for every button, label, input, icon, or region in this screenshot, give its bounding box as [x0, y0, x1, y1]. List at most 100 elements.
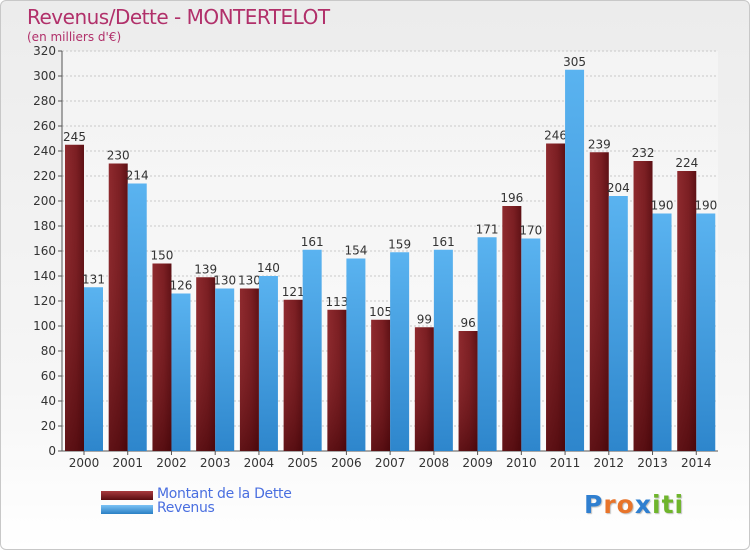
legend-label-revenus: Revenus: [157, 500, 215, 516]
logo-letter: o: [616, 490, 635, 519]
data-label-dette: 245: [63, 130, 86, 144]
bar-dette-shade: [65, 144, 84, 451]
x-tick-label: 2004: [244, 456, 275, 470]
y-tick-label: 60: [41, 369, 56, 383]
x-tick-label: 2005: [287, 456, 318, 470]
bar-dette-shade: [677, 171, 697, 451]
y-tick-label: 300: [33, 69, 56, 83]
bar-revenus: [608, 196, 628, 451]
logo-letter: i: [652, 490, 662, 519]
data-label-revenus: 170: [519, 224, 542, 238]
data-label-revenus: 161: [301, 235, 324, 249]
data-label-dette: 113: [325, 295, 348, 309]
data-label-revenus: 171: [476, 222, 499, 236]
data-label-revenus: 154: [344, 244, 367, 258]
data-label-revenus: 130: [213, 274, 236, 288]
data-label-revenus: 190: [694, 199, 717, 213]
y-tick-label: 220: [33, 169, 56, 183]
chart-subtitle: (en milliers d'€): [27, 30, 122, 44]
legend-swatch-dette: [101, 491, 153, 500]
bar-revenus: [521, 238, 541, 451]
bar-revenus: [390, 252, 410, 451]
data-label-dette: 99: [417, 312, 432, 326]
data-label-revenus: 214: [126, 169, 149, 183]
data-label-revenus: 204: [607, 181, 630, 195]
x-tick-label: 2010: [506, 456, 537, 470]
y-tick-label: 320: [33, 44, 56, 58]
bar-dette-shade: [633, 161, 653, 451]
logo-letter: r: [603, 490, 617, 519]
x-tick-label: 2007: [375, 456, 406, 470]
y-tick-label: 100: [33, 319, 56, 333]
bar-dette-shade: [458, 331, 478, 451]
bar-dette-shade: [546, 143, 566, 451]
x-tick-label: 2008: [419, 456, 450, 470]
bar-revenus: [302, 249, 322, 451]
logo-letter: x: [634, 490, 652, 519]
y-tick-label: 240: [33, 144, 56, 158]
x-tick-label: 2002: [156, 456, 187, 470]
data-label-dette: 96: [460, 316, 475, 330]
bar-dette-shade: [239, 288, 259, 451]
bar-dette-shade: [502, 206, 522, 451]
logo-letter: t: [661, 490, 675, 519]
legend-swatch-revenus: [101, 505, 153, 514]
y-tick-label: 40: [41, 394, 56, 408]
data-label-dette: 196: [500, 191, 523, 205]
data-label-dette: 130: [238, 274, 261, 288]
logo-letter: i: [674, 490, 685, 519]
bar-revenus: [652, 213, 672, 451]
bar-dette-shade: [152, 263, 172, 451]
x-tick-label: 2011: [550, 456, 581, 470]
data-label-dette: 150: [151, 249, 174, 263]
x-tick-label: 2014: [681, 456, 712, 470]
x-tick-label: 2012: [594, 456, 625, 470]
data-label-revenus: 126: [170, 279, 193, 293]
data-label-revenus: 190: [651, 199, 674, 213]
data-label-dette: 224: [675, 156, 698, 170]
y-tick-label: 0: [48, 444, 56, 458]
bar-revenus: [696, 213, 716, 451]
proxiti-logo: Proxiti: [584, 490, 684, 519]
x-tick-label: 2003: [200, 456, 231, 470]
logo-letter: P: [584, 490, 604, 519]
bar-revenus: [477, 237, 497, 451]
bar-revenus: [565, 69, 585, 451]
data-label-revenus: 305: [563, 55, 586, 69]
data-label-revenus: 161: [432, 235, 455, 249]
x-tick-label: 2006: [331, 456, 362, 470]
data-label-dette: 230: [107, 149, 130, 163]
y-tick-label: 200: [33, 194, 56, 208]
bar-revenus: [215, 288, 235, 451]
y-tick-label: 120: [33, 294, 56, 308]
data-label-dette: 239: [588, 137, 611, 151]
data-label-dette: 232: [632, 146, 655, 160]
bar-revenus: [171, 293, 191, 451]
y-tick-label: 140: [33, 269, 56, 283]
bar-revenus: [127, 183, 147, 451]
y-tick-label: 20: [41, 419, 56, 433]
x-tick-label: 2000: [69, 456, 100, 470]
data-label-revenus: 159: [388, 237, 411, 251]
data-label-dette: 105: [369, 305, 392, 319]
y-tick-label: 260: [33, 119, 56, 133]
y-tick-label: 280: [33, 94, 56, 108]
bar-dette-shade: [108, 163, 128, 451]
bar-dette-shade: [327, 309, 347, 451]
data-label-revenus: 140: [257, 261, 280, 275]
bar-revenus: [346, 258, 366, 451]
data-label-dette: 246: [544, 129, 567, 143]
bar-dette-shade: [371, 319, 391, 451]
y-tick-label: 80: [41, 344, 56, 358]
chart-title: Revenus/Dette - MONTERTELOT: [27, 5, 330, 29]
bar-revenus: [84, 287, 103, 451]
bar-dette-shade: [196, 277, 216, 451]
bar-revenus: [433, 249, 453, 451]
x-tick-label: 2009: [462, 456, 493, 470]
y-tick-label: 180: [33, 219, 56, 233]
legend-label-dette: Montant de la Dette: [157, 486, 292, 502]
bar-dette-shade: [283, 299, 303, 451]
bar-dette-shade: [414, 327, 434, 451]
